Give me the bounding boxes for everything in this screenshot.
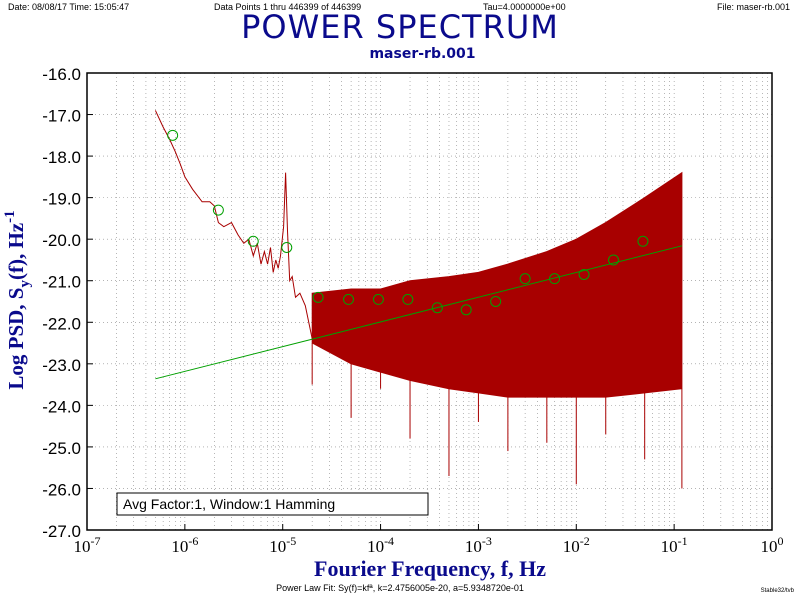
x-tick-label: 10-7 bbox=[74, 534, 101, 556]
plot-frame bbox=[86, 72, 773, 531]
header-date-time: Date: 08/08/17 Time: 15:05:47 bbox=[8, 2, 130, 12]
averaged-point bbox=[402, 293, 414, 305]
y-tick-label: -25.0 bbox=[42, 439, 81, 458]
header-data-points: Data Points 1 thru 446399 of 446399 bbox=[214, 2, 362, 12]
averaged-point bbox=[431, 302, 443, 314]
y-axis-label-sup: -1 bbox=[2, 210, 18, 223]
averaged-point bbox=[578, 268, 590, 280]
series-layer bbox=[154, 110, 683, 380]
x-tick-label: 10-3 bbox=[465, 534, 492, 556]
averaged-point bbox=[167, 129, 179, 141]
y-axis-label-sub: y bbox=[17, 280, 33, 288]
averaged-point bbox=[372, 293, 384, 305]
y-tick-labels: -16.0 -17.0 -18.0 -19.0 -20.0 -21.0 -22.0 -23.0… bbox=[42, 65, 81, 541]
averaged-point bbox=[637, 235, 649, 247]
power-law-fit-line bbox=[155, 245, 683, 380]
y-tick-label: -26.0 bbox=[42, 480, 81, 499]
y-tick-label: -27.0 bbox=[42, 522, 81, 541]
y-tick-label: -19.0 bbox=[42, 190, 81, 209]
averaged-point bbox=[460, 304, 472, 316]
y-tick-label: -22.0 bbox=[42, 314, 81, 333]
y-tick-label: -21.0 bbox=[42, 273, 81, 292]
averaged-point bbox=[312, 291, 324, 303]
software-stamp: Stable32/tvb bbox=[760, 588, 794, 594]
y-tick-label: -20.0 bbox=[42, 231, 81, 250]
header-file: File: maser-rb.001 bbox=[716, 2, 790, 12]
x-tick-label: 10-5 bbox=[269, 534, 296, 556]
y-tick-label: -23.0 bbox=[42, 356, 81, 375]
averaged-point bbox=[281, 241, 293, 253]
header-tau: Tau=4.0000000e+00 bbox=[483, 2, 566, 12]
averaged-point bbox=[212, 204, 224, 216]
y-axis-label-tail: (f), Hz bbox=[4, 223, 28, 280]
y-axis-label-main: Log PSD, S bbox=[4, 288, 28, 390]
y-tick-label: -17.0 bbox=[42, 107, 81, 126]
chart-subtitle: maser-rb.001 bbox=[369, 46, 476, 62]
averaged-point bbox=[519, 273, 531, 285]
spectrum-noise-area bbox=[311, 171, 683, 398]
noise-band bbox=[311, 171, 683, 489]
x-tick-label: 10-2 bbox=[563, 534, 590, 556]
x-tick-label: 10-1 bbox=[661, 534, 688, 556]
annotation-text: Avg Factor:1, Window:1 Hamming bbox=[123, 496, 335, 512]
x-axis-label: Fourier Frequency, f, Hz bbox=[314, 556, 546, 581]
spectrum-low-frequency-line bbox=[154, 110, 313, 340]
averaged-point bbox=[607, 254, 619, 266]
x-tick-labels: 10-7 10-6 10-5 10-4 10-3 10-2 10-1 100 bbox=[74, 534, 784, 556]
averaged-point bbox=[549, 273, 561, 285]
x-tick-label: 100 bbox=[761, 534, 784, 556]
y-axis-label: Log PSD, Sy(f), Hz-1 bbox=[2, 210, 33, 389]
y-tick-label: -16.0 bbox=[42, 65, 81, 84]
power-law-fit-note: Power Law Fit: Sy(f)=kfª, k=2.4756005e-2… bbox=[276, 583, 524, 593]
averaged-point bbox=[342, 293, 354, 305]
averaged-point bbox=[247, 235, 259, 247]
averaged-point bbox=[490, 296, 502, 307]
tick-marks bbox=[86, 72, 773, 531]
chart-title: POWER SPECTRUM bbox=[241, 8, 559, 46]
x-tick-label: 10-6 bbox=[171, 534, 198, 556]
y-tick-label: -18.0 bbox=[42, 148, 81, 167]
x-tick-label: 10-4 bbox=[367, 534, 394, 556]
annotation-box: Avg Factor:1, Window:1 Hamming bbox=[116, 492, 429, 516]
y-tick-label: -24.0 bbox=[42, 397, 81, 416]
